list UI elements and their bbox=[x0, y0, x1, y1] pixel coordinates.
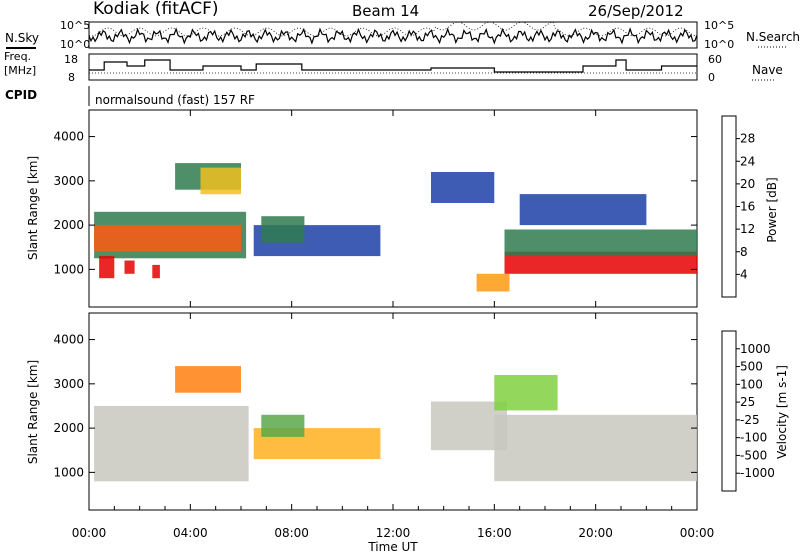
velocity-region-1 bbox=[175, 366, 241, 393]
noise-tick-left-top: 10^5 bbox=[60, 19, 90, 32]
y-tick-label: 2000 bbox=[53, 218, 84, 232]
x-tick-label: 20:00 bbox=[578, 526, 613, 540]
colorbar-frame bbox=[721, 115, 737, 298]
noise-tick-right-top: 10^5 bbox=[704, 19, 734, 32]
power-y-axis: 1000 2000 3000 4000 bbox=[53, 130, 697, 276]
x-axis-title: Time UT bbox=[367, 540, 418, 554]
power-region-9 bbox=[431, 172, 495, 203]
nsearch-trace bbox=[88, 21, 698, 37]
colorbar-tick-label: 500 bbox=[740, 360, 763, 374]
colorbar-tick-label: 25 bbox=[740, 395, 755, 409]
x-tick-label: 00:00 bbox=[72, 526, 107, 540]
x-tick-label: 16:00 bbox=[477, 526, 512, 540]
noise-panel-frame bbox=[88, 21, 698, 49]
noise-series bbox=[88, 21, 698, 45]
y-tick-label: 4000 bbox=[53, 333, 84, 347]
nsky-trace bbox=[88, 27, 698, 45]
nave-label: Nave bbox=[752, 63, 783, 77]
velocity-ylabel: Slant Range [km] bbox=[26, 360, 40, 464]
time-axis: 00:00 04:00 08:00 12:00 16:00 20:00 00:00 bbox=[72, 110, 715, 540]
y-tick-label: 3000 bbox=[53, 377, 84, 391]
colorbar-tick-label: 28 bbox=[740, 132, 755, 146]
power-heatmap bbox=[94, 163, 697, 292]
x-tick-label: 08:00 bbox=[274, 526, 309, 540]
beam-title: Beam 14 bbox=[352, 2, 419, 20]
freq-tick-bottom: 8 bbox=[68, 71, 75, 84]
noise-tick-left-bottom: 10^0 bbox=[60, 38, 90, 51]
velocity-heatmap bbox=[94, 366, 697, 482]
colorbar-tick-label: 8 bbox=[740, 245, 748, 259]
x-tick-label: 04:00 bbox=[173, 526, 208, 540]
y-tick-label: 2000 bbox=[53, 421, 84, 435]
power-region-2 bbox=[99, 256, 115, 279]
freq-series bbox=[89, 59, 697, 74]
freq-tick-top: 18 bbox=[64, 53, 78, 66]
colorbar-tick-label: -100 bbox=[740, 431, 767, 445]
power-colorbar-label: Power [dB] bbox=[765, 177, 779, 242]
x-tick-label: 12:00 bbox=[376, 526, 411, 540]
power-region-13 bbox=[519, 194, 647, 226]
power-region-12 bbox=[504, 229, 697, 257]
power-region-3 bbox=[124, 260, 135, 274]
station-title: Kodiak (fitACF) bbox=[93, 0, 219, 19]
nave-tick-top: 60 bbox=[708, 53, 722, 66]
power-region-10 bbox=[476, 273, 510, 292]
nsearch-label: N.Search bbox=[746, 30, 800, 44]
freq-label-line1: Freq. bbox=[4, 50, 31, 63]
x-tick-label: 00:00 bbox=[680, 526, 715, 540]
power-region-11 bbox=[504, 251, 697, 274]
date-title: 26/Sep/2012 bbox=[588, 2, 684, 20]
y-tick-label: 1000 bbox=[53, 465, 84, 479]
velocity-y-axis: 1000 2000 3000 4000 bbox=[53, 333, 697, 479]
y-tick-label: 1000 bbox=[53, 262, 84, 276]
cpid-label: CPID bbox=[5, 88, 37, 102]
colorbar-tick-label: 100 bbox=[740, 377, 763, 391]
power-region-1 bbox=[94, 225, 241, 252]
power-ylabel: Slant Range [km] bbox=[26, 156, 40, 260]
colorbar-tick-label: 20 bbox=[740, 177, 755, 191]
noise-tick-right-bottom: 10^0 bbox=[704, 38, 734, 51]
velocity-colorbar: 1000 500 100 25 -25 -100 -500 -1000 bbox=[721, 330, 775, 492]
colorbar-tick-label: -25 bbox=[740, 413, 760, 427]
cpid-value: normalsound (fast) 157 RF bbox=[95, 93, 255, 107]
freq-panel-frame bbox=[88, 53, 698, 81]
y-tick-label: 4000 bbox=[53, 130, 84, 144]
colorbar-tick-label: -500 bbox=[740, 448, 767, 462]
colorbar-tick-label: -1000 bbox=[740, 466, 775, 480]
colorbar-frame bbox=[721, 330, 737, 492]
velocity-region-3 bbox=[261, 414, 305, 437]
velocity-region-5 bbox=[494, 414, 697, 482]
colorbar-tick-label: 16 bbox=[740, 200, 755, 214]
colorbar-tick-label: 4 bbox=[740, 267, 748, 281]
power-colorbar: 4 8 12 16 20 24 28 bbox=[721, 115, 755, 298]
nsky-label: N.Sky bbox=[5, 31, 39, 45]
velocity-region-6 bbox=[494, 375, 558, 411]
colorbar-tick-label: 12 bbox=[740, 222, 755, 236]
power-region-8 bbox=[261, 216, 305, 243]
colorbar-tick-label: 1000 bbox=[740, 342, 771, 356]
velocity-colorbar-label: Velocity [m s-1] bbox=[775, 365, 789, 459]
freq-trace bbox=[89, 59, 697, 73]
power-region-6 bbox=[200, 167, 241, 195]
freq-label-line2: [MHz] bbox=[4, 64, 36, 77]
power-region-4 bbox=[152, 264, 160, 279]
y-tick-label: 3000 bbox=[53, 174, 84, 188]
nave-tick-bottom: 0 bbox=[708, 71, 715, 84]
colorbar-tick-label: 24 bbox=[740, 154, 755, 168]
velocity-region-0 bbox=[94, 406, 249, 482]
